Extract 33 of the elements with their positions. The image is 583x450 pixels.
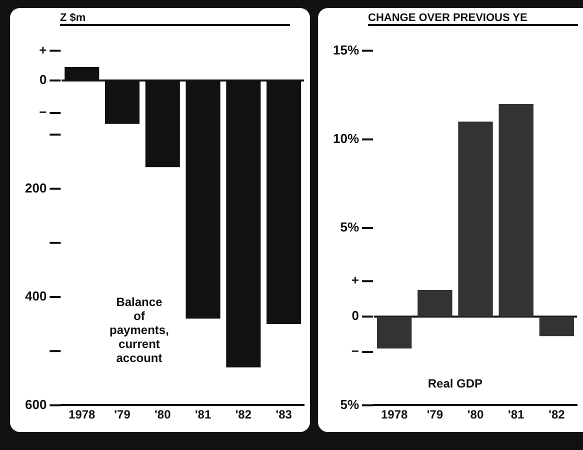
y-tick-label: 200: [24, 180, 47, 196]
y-tick-label: 0: [352, 308, 360, 324]
bar: [458, 122, 493, 317]
x-tick-label: '81: [194, 408, 212, 422]
bar: [418, 290, 452, 317]
x-tick-label: '82: [548, 408, 566, 422]
y-tick-label: 5%: [340, 220, 360, 235]
y-tick-label: −: [39, 104, 48, 120]
x-tick-label: '80: [467, 408, 484, 422]
bar: [376, 316, 412, 348]
y-tick-label: 15%: [332, 42, 360, 58]
y-tick-label: +: [351, 272, 360, 288]
x-tick-label: '83: [276, 408, 292, 422]
x-tick-label: 1978: [68, 408, 96, 422]
y-tick-label: 10%: [332, 130, 360, 146]
x-tick-label: '79: [426, 408, 444, 422]
chart-title: Z $m: [60, 12, 290, 26]
x-tick-label: '80: [154, 408, 172, 422]
y-tick-label: +: [39, 42, 48, 58]
x-tick-label: 1978: [380, 408, 408, 422]
chart-title: CHANGE OVER PREVIOUS YE: [368, 12, 578, 26]
annotation: Balance of payments, current account: [110, 294, 169, 365]
x-tick-label: '81: [508, 408, 525, 422]
y-tick-label: −: [351, 344, 360, 359]
y-tick-label: 0: [39, 72, 47, 88]
x-tick-label: '79: [114, 408, 131, 422]
y-tick-label: 600: [24, 396, 47, 412]
y-tick-label: 400: [24, 288, 47, 304]
x-tick-label: '82: [235, 408, 252, 422]
y-tick-label: 5%: [340, 396, 360, 412]
annotation: Real GDP: [428, 376, 483, 390]
bar: [498, 104, 534, 317]
bar: [539, 316, 574, 336]
